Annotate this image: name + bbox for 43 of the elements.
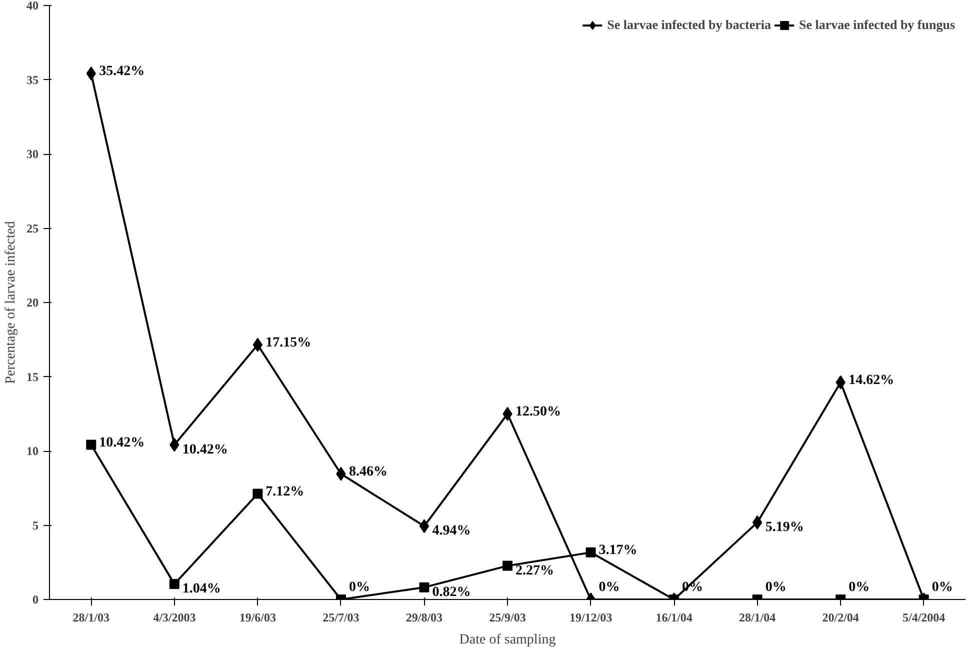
x-tick-label: 25/7/03 bbox=[322, 610, 360, 624]
data-label: 2.27% bbox=[516, 563, 554, 578]
x-tick-label: 5/4/2004 bbox=[902, 610, 946, 624]
x-tick-label: 19/6/03 bbox=[239, 610, 276, 624]
data-label: 0% bbox=[932, 580, 953, 595]
x-tick-label: 28/1/03 bbox=[72, 610, 110, 624]
data-label: 4.94% bbox=[432, 524, 471, 539]
y-tick-label: 15 bbox=[26, 370, 38, 384]
y-tick-label: 30 bbox=[26, 147, 38, 161]
y-tick-label: 20 bbox=[26, 296, 38, 310]
x-tick-label: 19/12/03 bbox=[569, 610, 612, 624]
x-tick-label: 28/1/04 bbox=[738, 610, 776, 624]
data-label: 0% bbox=[598, 580, 620, 595]
y-tick-label: 0 bbox=[32, 592, 38, 606]
data-label: 0% bbox=[348, 580, 370, 595]
data-label: 5.19% bbox=[765, 520, 804, 535]
y-tick-label: 40 bbox=[26, 0, 38, 12]
y-tick-label: 5 bbox=[32, 518, 38, 532]
data-label: 1.04% bbox=[182, 582, 221, 597]
legend-label: Se larvae infected by fungus bbox=[799, 17, 955, 33]
legend-label: Se larvae infected by bacteria bbox=[607, 17, 771, 33]
data-label: 10.42% bbox=[99, 435, 145, 450]
data-label: 3.17% bbox=[598, 542, 638, 558]
x-tick-label: 4/3/2003 bbox=[153, 610, 196, 624]
x-tick-label: 16/1/04 bbox=[656, 610, 692, 624]
data-label: 35.42% bbox=[99, 64, 145, 80]
data-label: 10.42% bbox=[182, 442, 228, 458]
x-tick-label: 29/8/03 bbox=[406, 610, 443, 624]
data-label: 12.50% bbox=[516, 404, 561, 420]
data-label: 0.82% bbox=[432, 584, 471, 600]
data-label: 8.46% bbox=[348, 464, 388, 480]
data-label: 14.62% bbox=[848, 372, 894, 388]
y-tick-label: 25 bbox=[26, 221, 38, 236]
x-tick-label: 20/2/04 bbox=[822, 610, 859, 624]
x-axis-title: Date of sampling bbox=[459, 632, 556, 648]
data-label: 0% bbox=[848, 580, 870, 595]
y-tick-label: 35 bbox=[26, 72, 38, 87]
y-axis-title: Percentage of larvae infected bbox=[4, 221, 18, 384]
data-label: 7.12% bbox=[266, 484, 304, 500]
x-tick-label: 25/9/03 bbox=[489, 610, 526, 624]
data-label: 0% bbox=[765, 580, 786, 595]
data-label: 17.15% bbox=[266, 335, 312, 350]
y-tick-label: 10 bbox=[26, 444, 38, 458]
